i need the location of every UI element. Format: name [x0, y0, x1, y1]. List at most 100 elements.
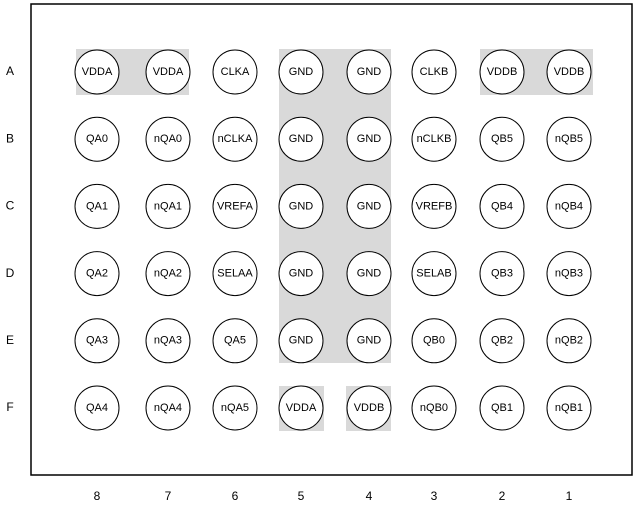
row-label: E [6, 333, 14, 347]
pin-ball [479, 251, 525, 297]
pin-name: nQB0 [420, 402, 448, 414]
pin-name: nCLKB [417, 133, 452, 145]
pin-name: GND [357, 133, 382, 145]
pin-ball [411, 318, 457, 364]
pin-ball [212, 318, 258, 364]
pin-name: nQB3 [555, 268, 583, 280]
pin-ball [479, 49, 525, 95]
pin-name: SELAA [217, 268, 253, 280]
pin-name: QA5 [224, 335, 246, 347]
row-label: B [6, 131, 14, 145]
pin-ball [212, 251, 258, 297]
pin-name: nQA3 [154, 335, 182, 347]
pin-ball [145, 49, 191, 95]
pin-name: VDDA [286, 402, 317, 414]
pin-name: CLKA [221, 66, 250, 78]
pin-ball [479, 183, 525, 229]
pin-ball [74, 385, 120, 431]
column-label: 4 [366, 489, 373, 503]
pin-name: QB4 [491, 200, 513, 212]
pin-ball [145, 251, 191, 297]
pin-name: GND [289, 268, 314, 280]
pin-name: nCLKA [218, 133, 254, 145]
pin-name: GND [357, 66, 382, 78]
pin-name: nQB5 [555, 133, 583, 145]
pin-name: GND [289, 335, 314, 347]
pin-name: QA2 [86, 268, 108, 280]
pin-ball [411, 49, 457, 95]
column-label: 7 [165, 489, 172, 503]
pin-ball [546, 385, 592, 431]
pin-ball [278, 385, 324, 431]
pin-ball [479, 318, 525, 364]
pin-ball [74, 251, 120, 297]
pin-name: SELAB [416, 268, 451, 280]
pin-name: GND [289, 66, 314, 78]
pin-name: VREFB [416, 200, 453, 212]
pin-name: nQB2 [555, 335, 583, 347]
pin-ball [346, 116, 392, 162]
pin-ball [145, 183, 191, 229]
pin-name: VREFA [217, 200, 254, 212]
pin-name: VDDB [487, 66, 518, 78]
pin-ball [278, 116, 324, 162]
row-label: F [6, 400, 13, 414]
pin-name: GND [357, 268, 382, 280]
row-label: A [6, 64, 14, 78]
pin-ball [212, 116, 258, 162]
pin-name: GND [289, 200, 314, 212]
column-label: 1 [566, 489, 573, 503]
pin-name: nQA4 [154, 402, 182, 414]
pin-ball [145, 318, 191, 364]
pin-name: GND [357, 200, 382, 212]
pin-name: QB0 [423, 335, 445, 347]
pin-name: QA4 [86, 402, 108, 414]
pin-ball [546, 251, 592, 297]
column-label: 5 [298, 489, 305, 503]
pin-ball [74, 49, 120, 95]
pin-ball [479, 116, 525, 162]
pin-ball [546, 183, 592, 229]
pin-ball [74, 318, 120, 364]
pin-name: GND [289, 133, 314, 145]
pin-ball [411, 116, 457, 162]
pin-name: QA3 [86, 335, 108, 347]
row-label: C [6, 199, 15, 213]
pin-name: VDDB [354, 402, 385, 414]
pin-ball [278, 183, 324, 229]
pin-ball [546, 318, 592, 364]
column-label: 3 [431, 489, 438, 503]
pin-name: nQA2 [154, 268, 182, 280]
pin-name: CLKB [420, 66, 449, 78]
pin-name: QB1 [491, 402, 513, 414]
pin-name: QA1 [86, 200, 108, 212]
pin-ball [546, 116, 592, 162]
pin-ball [278, 318, 324, 364]
pin-ball [479, 385, 525, 431]
row-label: D [6, 266, 15, 280]
pin-ball [212, 49, 258, 95]
pin-name: QB5 [491, 133, 513, 145]
pin-ball [145, 116, 191, 162]
pin-name: VDDB [554, 66, 585, 78]
pin-ball [546, 49, 592, 95]
column-label: 2 [499, 489, 506, 503]
pin-ball [74, 116, 120, 162]
pin-name: nQB1 [555, 402, 583, 414]
pin-ball [346, 251, 392, 297]
column-label: 6 [232, 489, 239, 503]
pin-name: nQA1 [154, 200, 182, 212]
pin-ball [212, 183, 258, 229]
pin-name: QA0 [86, 133, 108, 145]
pin-ball [145, 385, 191, 431]
pin-name: nQA5 [221, 402, 249, 414]
pin-name: nQA0 [154, 133, 182, 145]
pin-ball [411, 251, 457, 297]
pin-name: GND [357, 335, 382, 347]
pin-ball [346, 49, 392, 95]
pin-name: nQB4 [555, 200, 583, 212]
pin-ball [346, 385, 392, 431]
pin-name: VDDA [82, 66, 113, 78]
